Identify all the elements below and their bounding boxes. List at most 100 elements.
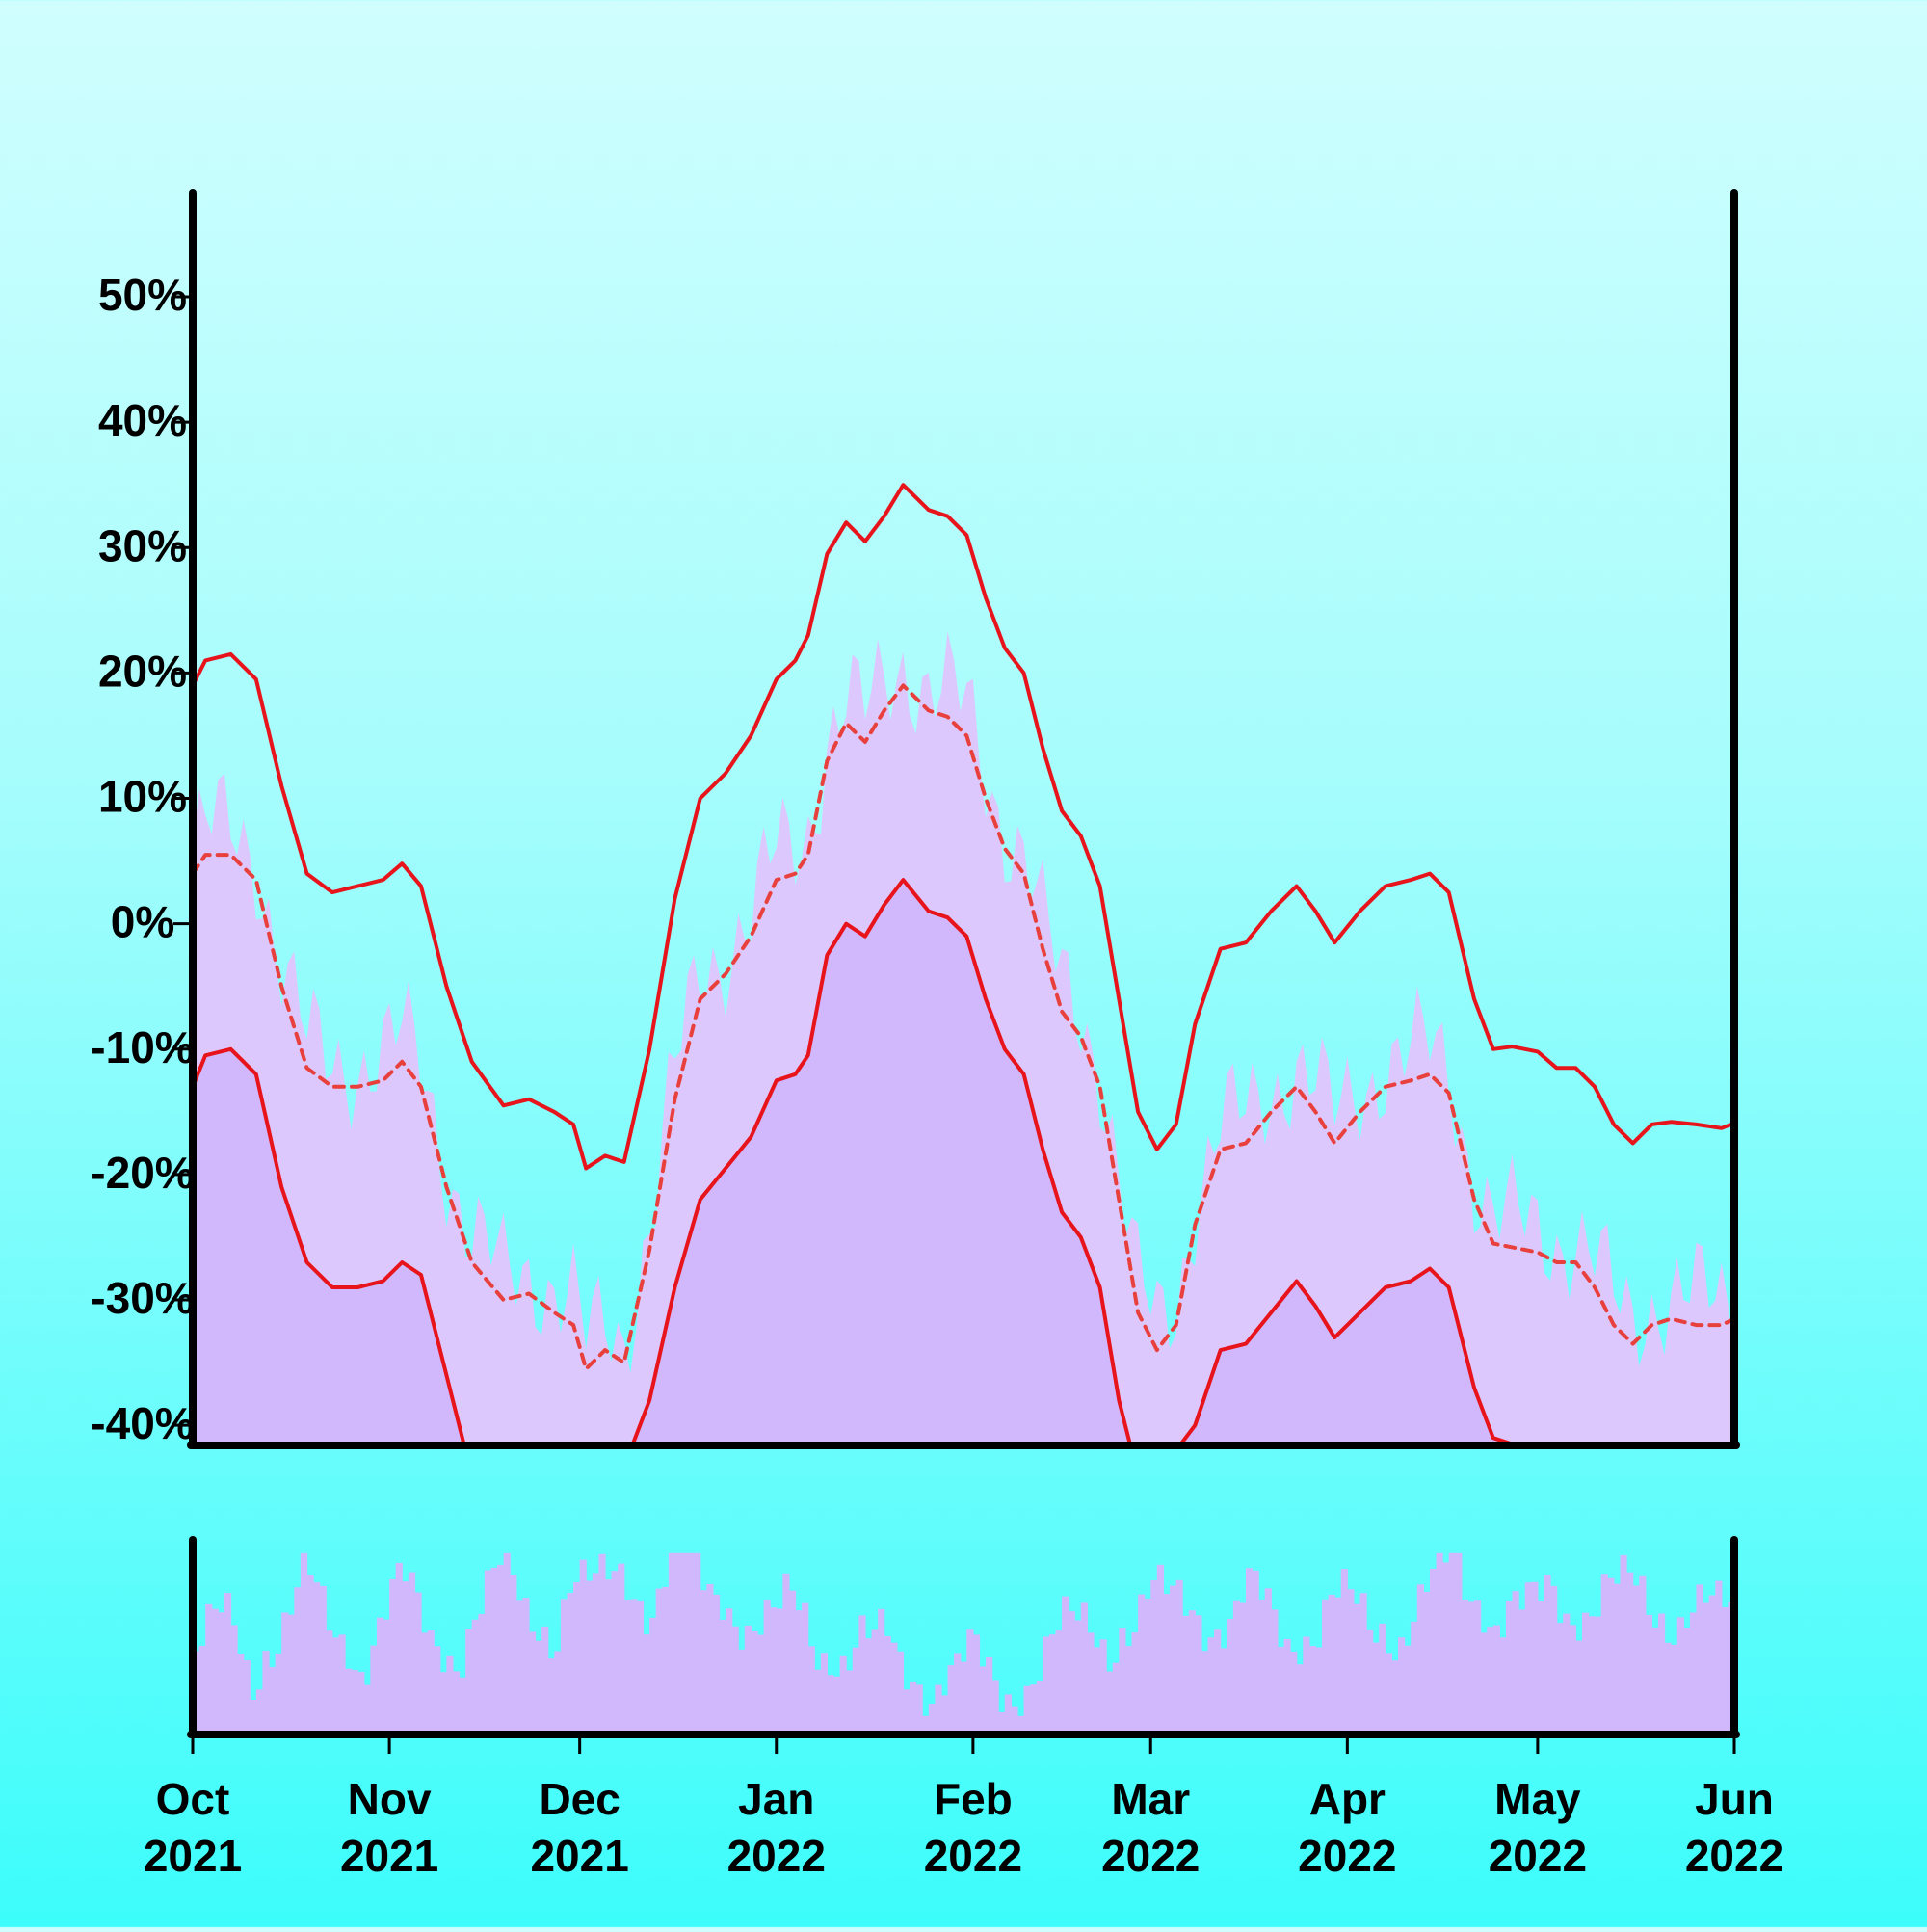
volume-bar	[846, 1670, 854, 1734]
volume-bar	[687, 1552, 695, 1734]
volume-bar	[1150, 1579, 1158, 1734]
volume-bar	[1645, 1614, 1652, 1734]
volume-bar	[1683, 1628, 1691, 1734]
volume-bar	[421, 1632, 429, 1734]
volume-bar	[1550, 1585, 1558, 1734]
volume-bar	[706, 1583, 714, 1734]
volume-bar	[370, 1645, 378, 1734]
volume-bar	[237, 1654, 245, 1734]
volume-bar	[1398, 1637, 1406, 1734]
volume-bar	[1131, 1632, 1139, 1734]
volume-bar	[922, 1715, 930, 1734]
volume-bar	[434, 1646, 441, 1734]
volume-bar	[1372, 1642, 1380, 1734]
volume-bar	[326, 1630, 333, 1734]
volume-bar	[757, 1634, 765, 1734]
volume-bar	[1195, 1615, 1202, 1734]
volume-bar	[376, 1617, 384, 1734]
volume-bar	[1093, 1647, 1101, 1734]
y-tick-label: 40%	[98, 395, 187, 445]
volume-bar	[363, 1684, 371, 1734]
volume-bar	[636, 1600, 645, 1734]
volume-bar	[1531, 1581, 1539, 1734]
volume-bar	[991, 1680, 999, 1734]
volume-bar	[1359, 1593, 1367, 1734]
volume-bar	[1169, 1585, 1177, 1734]
volume-bar	[1340, 1569, 1348, 1734]
volume-bar	[1182, 1615, 1190, 1734]
volume-bar	[306, 1575, 314, 1734]
x-tick-label-month: May	[1494, 1774, 1581, 1824]
volume-bar	[389, 1578, 397, 1734]
volume-bar	[414, 1592, 422, 1734]
y-tick-label: 20%	[98, 646, 187, 696]
volume-bar	[986, 1657, 993, 1734]
volume-bar	[1322, 1599, 1330, 1734]
x-tick-label-month: Oct	[156, 1774, 230, 1824]
x-tick-label-month: Dec	[539, 1774, 620, 1824]
volume-bar	[662, 1586, 670, 1734]
volume-bar	[211, 1608, 219, 1734]
volume-bar	[1214, 1629, 1222, 1734]
volume-bar	[1708, 1595, 1716, 1734]
volume-bar	[490, 1567, 498, 1734]
volume-plot-area	[193, 1552, 1735, 1734]
volume-bar	[1055, 1630, 1063, 1734]
volume-bar	[1467, 1601, 1475, 1734]
volume-bar	[972, 1634, 981, 1734]
volume-bar	[250, 1700, 257, 1734]
volume-bar	[998, 1711, 1006, 1734]
main-plot-area	[193, 483, 1734, 1445]
volume-bar	[218, 1612, 225, 1734]
volume-bar	[1334, 1597, 1342, 1734]
volume-bar	[1455, 1552, 1463, 1734]
volume-bar	[623, 1600, 631, 1734]
y-tick-label: -30%	[91, 1273, 194, 1323]
y-tick-label: -20%	[91, 1148, 194, 1198]
volume-bar	[1556, 1623, 1564, 1734]
volume-bar	[1296, 1664, 1304, 1734]
volume-bar	[1043, 1636, 1050, 1734]
volume-bar	[820, 1653, 829, 1734]
volume-bar	[1499, 1637, 1507, 1734]
volume-bar	[910, 1681, 917, 1734]
volume-bar	[700, 1590, 707, 1734]
volume-bar	[1607, 1577, 1615, 1734]
volume-bar	[1703, 1602, 1710, 1734]
volume-bar	[1119, 1628, 1126, 1734]
volume-bar	[1632, 1585, 1640, 1734]
volume-bar	[497, 1564, 505, 1734]
volume-bar	[966, 1629, 974, 1734]
volume-bar	[1696, 1584, 1703, 1734]
volume-bar	[1411, 1621, 1418, 1734]
volume-bar	[1087, 1632, 1095, 1734]
volume-bar	[1246, 1568, 1254, 1734]
volume-bar	[1347, 1589, 1355, 1734]
volume-bar	[1016, 1715, 1025, 1734]
volume-bar	[935, 1684, 942, 1734]
volume-bar	[1068, 1611, 1075, 1734]
volume-bar	[1004, 1694, 1012, 1734]
volume-bar	[1290, 1651, 1298, 1734]
volume-bar	[1144, 1598, 1151, 1734]
volume-bar	[1600, 1574, 1608, 1734]
volume-bar	[224, 1593, 232, 1734]
volume-bar	[1232, 1600, 1241, 1734]
volume-bar	[1569, 1625, 1576, 1734]
volume-bar	[459, 1677, 466, 1734]
volume-bar	[1689, 1612, 1698, 1734]
volume-bar	[515, 1600, 523, 1734]
volume-bar	[1563, 1613, 1571, 1734]
x-tick-label-year: 2022	[1101, 1831, 1200, 1881]
volume-bar	[402, 1581, 409, 1734]
volume-bar	[1436, 1552, 1443, 1734]
volume-bar	[478, 1614, 486, 1734]
volume-bar	[776, 1608, 783, 1734]
volume-bar	[1664, 1642, 1672, 1734]
x-tick-label-year: 2021	[144, 1831, 242, 1881]
volume-bar	[839, 1655, 847, 1734]
volume-bar	[567, 1593, 574, 1734]
volume-bar	[1676, 1617, 1684, 1734]
volume-bar	[712, 1594, 721, 1734]
